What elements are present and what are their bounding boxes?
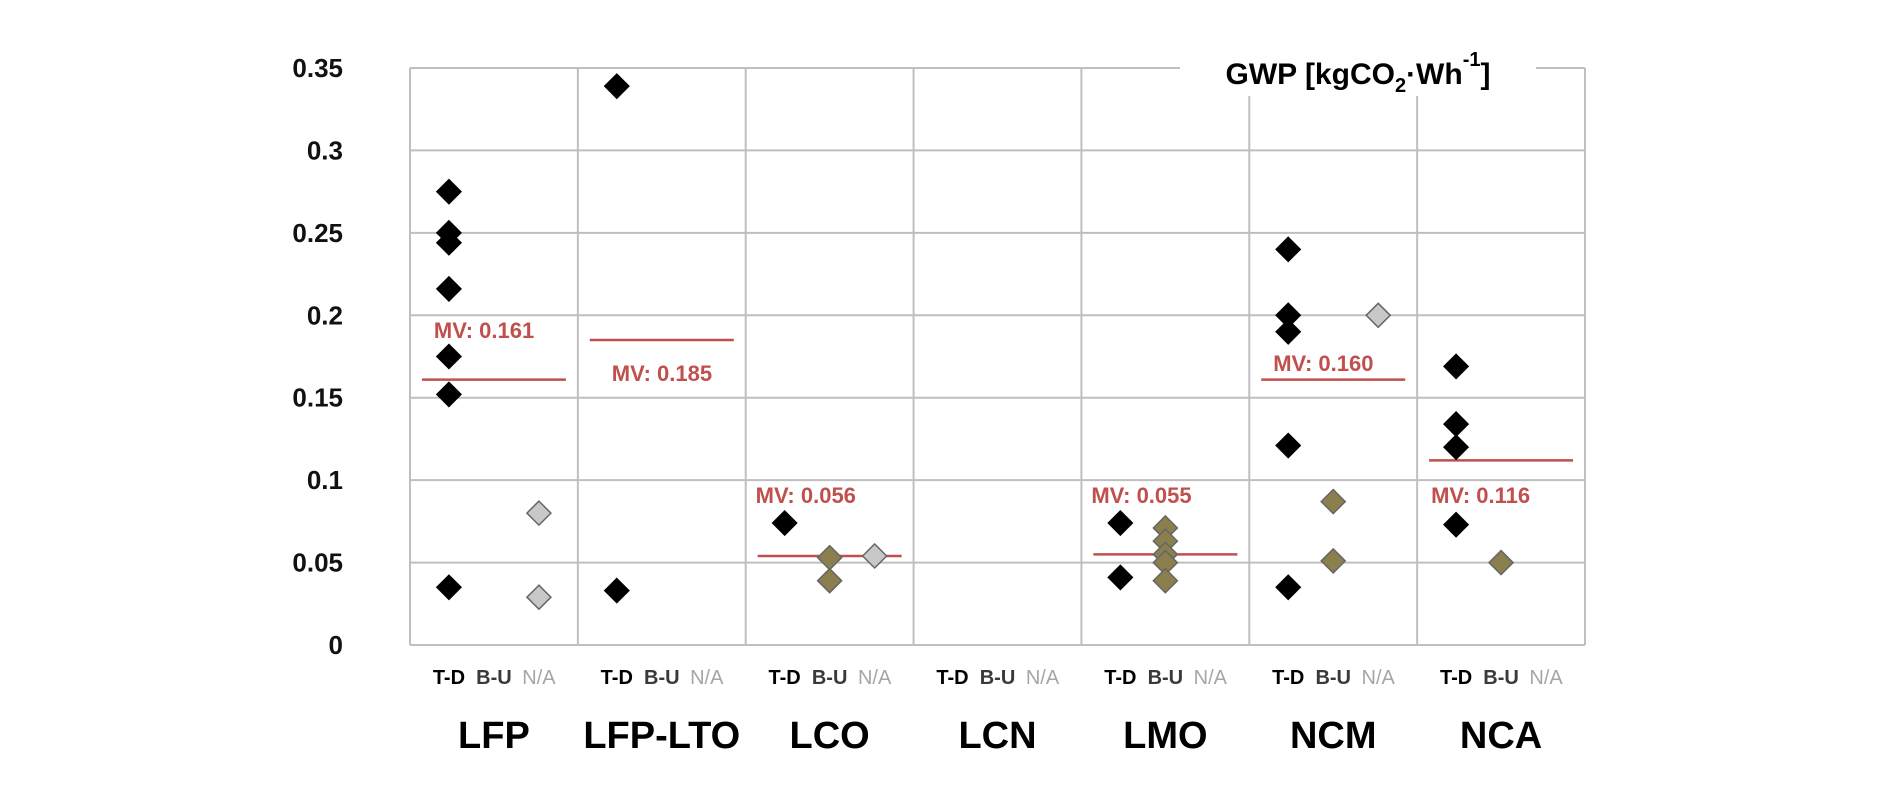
subcategory-label: T-D: [936, 667, 968, 689]
subcategory-label: N/A: [1362, 667, 1396, 689]
data-point-diamond: [1488, 549, 1515, 576]
data-point-diamond: [435, 381, 462, 408]
y-tick-label: 0.25: [292, 218, 343, 248]
y-tick-label: 0.35: [292, 53, 343, 83]
data-point-diamond: [816, 567, 843, 594]
data-point-diamond: [435, 343, 462, 370]
subcategory-label: T-D: [601, 667, 633, 689]
data-point-diamond: [1320, 488, 1347, 515]
y-tick-label: 0: [329, 630, 343, 660]
data-point-diamond: [1275, 318, 1302, 345]
data-point-diamond: [1443, 353, 1470, 380]
data-point-diamond: [1443, 411, 1470, 438]
data-point-diamond: [435, 178, 462, 205]
data-point-diamond: [1107, 509, 1134, 537]
category-label: NCA: [1460, 715, 1542, 757]
data-point-diamond: [1275, 236, 1302, 263]
chart-title: GWP [kgCO2·Wh-1]: [1225, 49, 1490, 97]
subcategory-label: T-D: [433, 667, 465, 689]
data-point-diamond: [1443, 511, 1470, 538]
category-label: LFP-LTO: [583, 715, 740, 757]
subcategory-label: N/A: [690, 667, 724, 689]
subcategory-label: B-U: [980, 667, 1016, 689]
subcategory-label: N/A: [1194, 667, 1228, 689]
subcategory-label: B-U: [476, 667, 512, 689]
subcategory-label: B-U: [644, 667, 680, 689]
data-point-diamond: [525, 500, 552, 527]
subcategory-label: T-D: [1272, 667, 1304, 689]
data-point-diamond: [1320, 547, 1347, 574]
category-label: LCN: [958, 715, 1036, 757]
subcategory-label: N/A: [1529, 667, 1563, 689]
subcategory-label: B-U: [812, 667, 848, 689]
y-tick-label: 0.1: [307, 465, 343, 495]
y-tick-label: 0.15: [292, 383, 343, 413]
subcategory-label: N/A: [522, 667, 556, 689]
mean-value-label: MV: 0.056: [756, 483, 856, 508]
data-point-diamond: [1107, 564, 1134, 591]
subcategory-label: T-D: [1440, 667, 1472, 689]
mean-value-label: MV: 0.160: [1273, 351, 1373, 376]
data-point-diamond: [435, 229, 462, 256]
category-label: LFP: [458, 715, 530, 757]
category-label: NCM: [1290, 715, 1377, 757]
data-point-diamond: [1275, 574, 1302, 601]
subcategory-label: T-D: [769, 667, 801, 689]
mean-value-label: MV: 0.055: [1091, 483, 1191, 508]
subcategory-label: N/A: [858, 667, 892, 689]
data-point-diamond: [1275, 432, 1302, 459]
mean-value-label: MV: 0.185: [612, 361, 712, 386]
data-point-diamond: [1365, 302, 1392, 329]
subcategory-label: N/A: [1026, 667, 1060, 689]
subcategory-label: T-D: [1104, 667, 1136, 689]
category-label: LMO: [1123, 715, 1207, 757]
data-point-diamond: [603, 577, 630, 604]
subcategory-label: B-U: [1315, 667, 1351, 689]
mean-value-label: MV: 0.116: [1431, 483, 1530, 508]
data-point-diamond: [1443, 434, 1470, 461]
data-point-diamond: [435, 574, 462, 601]
subcategory-label: B-U: [1483, 667, 1519, 689]
data-point-diamond: [861, 542, 888, 570]
data-point-diamond: [603, 73, 630, 100]
subcategory-label: B-U: [1148, 667, 1184, 689]
category-label: LCO: [790, 715, 870, 757]
mean-value-label: MV: 0.161: [434, 318, 534, 343]
y-tick-label: 0.2: [307, 300, 343, 330]
data-point-diamond: [771, 509, 798, 537]
data-point-diamond: [1152, 567, 1179, 594]
data-point-diamond: [816, 544, 843, 571]
y-tick-label: 0.3: [307, 135, 343, 165]
title-background: [1180, 52, 1536, 96]
data-point-diamond: [435, 275, 462, 302]
y-tick-label: 0.05: [292, 548, 343, 578]
data-point-diamond: [525, 584, 552, 611]
